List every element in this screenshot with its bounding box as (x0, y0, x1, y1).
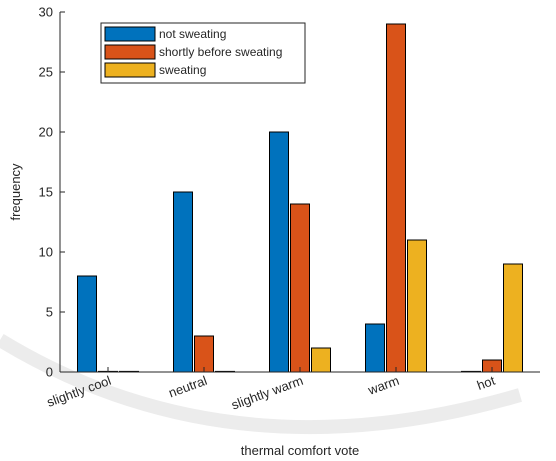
x-tick-label: warm (365, 373, 401, 398)
bar-shortly-before-sweating-neutral (194, 335, 214, 373)
watermark-arc (0, 334, 522, 435)
bar-sweating-warm (407, 239, 427, 373)
legend-swatch (104, 26, 156, 42)
bar-shortly-before-sweating-slightly-warm (290, 203, 310, 373)
y-tick-label: 10 (39, 245, 53, 260)
x-tick-label: hot (475, 373, 497, 393)
x-axis-label: thermal comfort vote (241, 443, 360, 458)
legend-swatch (104, 62, 156, 78)
y-tick-label: 30 (39, 5, 53, 20)
x-tick-label: neutral (167, 373, 210, 401)
y-tick-label: 25 (39, 65, 53, 80)
bars (77, 23, 523, 373)
y-axis-label: frequency (8, 163, 23, 221)
bar-shortly-before-sweating-warm (386, 23, 406, 373)
legend-label: shortly before sweating (159, 45, 282, 59)
y-ticks: 0 5 10 15 20 25 30 (39, 5, 65, 380)
y-tick-label: 15 (39, 185, 53, 200)
y-tick-label: 20 (39, 125, 53, 140)
x-tick-label: slightly warm (229, 373, 305, 413)
bar-not-sweating-warm (365, 323, 385, 373)
bar-not-sweating-neutral (173, 191, 193, 373)
bar-sweating-hot (503, 263, 523, 373)
legend: not sweating shortly before sweating sweat… (100, 22, 306, 84)
bar-not-sweating-slightly-cool (77, 275, 97, 373)
y-tick-label: 5 (46, 305, 53, 320)
bar-not-sweating-slightly-warm (269, 131, 289, 373)
legend-swatch (104, 44, 156, 60)
legend-label: not sweating (159, 27, 226, 41)
bar-sweating-slightly-warm (311, 347, 331, 373)
y-tick-label: 0 (46, 365, 53, 380)
legend-label: sweating (159, 63, 206, 77)
